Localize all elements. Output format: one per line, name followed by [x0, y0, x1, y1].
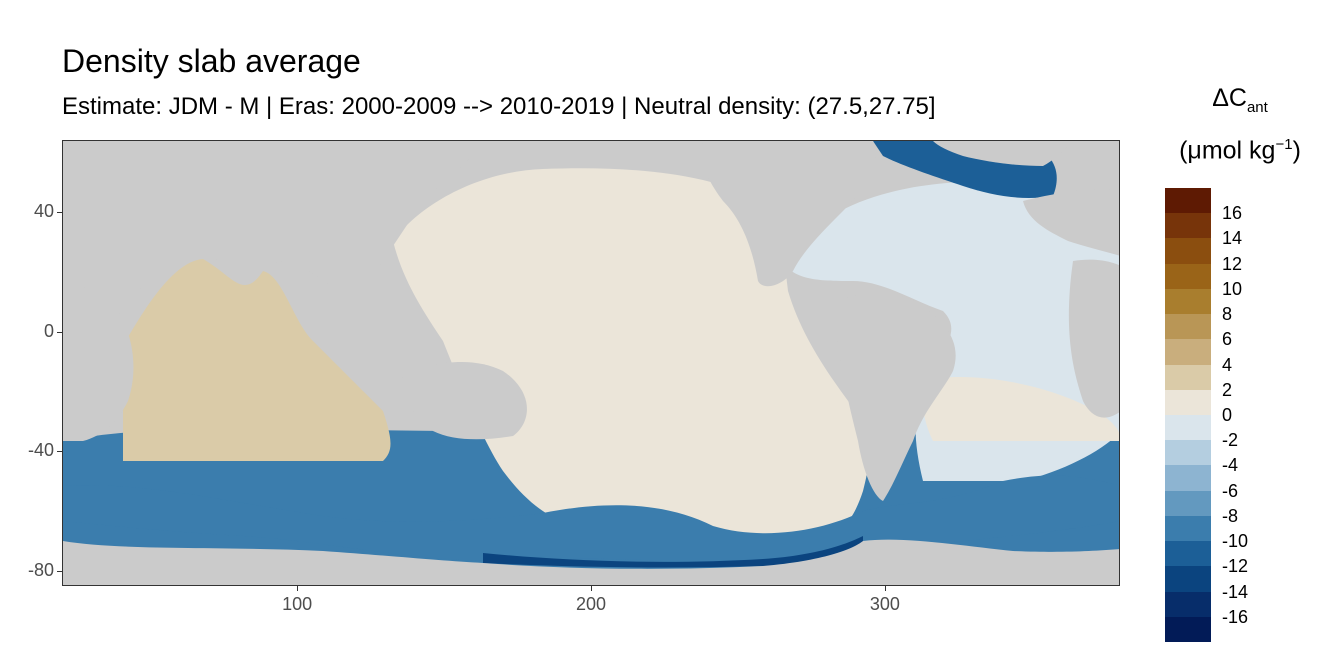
legend-break-label: 8 [1222, 304, 1233, 325]
legend-color-cell [1165, 465, 1211, 491]
legend-break-label: 12 [1222, 253, 1243, 274]
legend-color-cell [1165, 566, 1211, 592]
x-tick-mark [884, 586, 886, 591]
chart-title: Density slab average [62, 43, 361, 79]
land-europe [1023, 189, 1119, 256]
map-panel [62, 140, 1120, 586]
y-tick-mark [57, 451, 62, 453]
land-greenland [933, 141, 1073, 166]
map-svg [63, 141, 1119, 585]
legend-break-label: -8 [1222, 505, 1239, 526]
legend-break-label: 2 [1222, 379, 1233, 400]
legend-break-label: -10 [1222, 531, 1249, 552]
legend-color-cell [1165, 188, 1211, 214]
legend-break-label: 10 [1222, 278, 1243, 299]
land-antarctica [63, 539, 1119, 585]
chart-subtitle: Estimate: JDM - M | Eras: 2000-2009 --> … [62, 93, 936, 120]
y-tick-label: -40 [27, 440, 54, 461]
legend-break-label: -12 [1222, 556, 1249, 577]
y-tick-label: -80 [27, 560, 54, 581]
region-indian [123, 259, 391, 461]
legend-title: ΔCant [1212, 84, 1268, 116]
y-tick-mark [57, 211, 62, 213]
legend-color-cell [1165, 238, 1211, 264]
land-africa-east [1068, 259, 1119, 418]
y-tick-mark [57, 571, 62, 573]
region-southern-core [63, 475, 1119, 561]
legend-unit: (μmol kg−1) [1179, 136, 1301, 165]
legend-break-label: 4 [1222, 354, 1233, 375]
land-north-america [701, 141, 876, 287]
legend-colorbar [1165, 188, 1211, 642]
land-australia [402, 361, 527, 440]
legend-color-cell [1165, 440, 1211, 466]
y-tick-mark [57, 331, 62, 333]
region-pacific [393, 168, 869, 537]
legend-break-label: -4 [1222, 455, 1239, 476]
x-tick-mark [591, 586, 592, 591]
x-tick-mark [297, 586, 299, 591]
legend-color-cell [1165, 616, 1211, 642]
legend-color-cell [1165, 591, 1211, 617]
land-asia [63, 141, 483, 341]
legend-break-label: -6 [1222, 480, 1239, 501]
legend-break-label: 0 [1222, 405, 1233, 425]
legend-break-label: -16 [1222, 606, 1249, 627]
legend-break-label: -14 [1222, 581, 1249, 602]
x-tick-label: 300 [869, 594, 900, 614]
y-tick-label: 0 [43, 320, 54, 341]
x-tick-label: 100 [282, 594, 313, 614]
legend-color-cell [1165, 314, 1211, 340]
legend-color-cell [1165, 339, 1211, 365]
legend-break-label: 16 [1222, 203, 1243, 224]
region-south-atlantic [922, 377, 1119, 441]
region-antarctic-coast [483, 536, 863, 568]
legend-color-cell [1165, 490, 1211, 516]
land-africa [63, 287, 134, 441]
legend-color-cell [1165, 541, 1211, 567]
legend-color-cell [1165, 213, 1211, 239]
legend-break-label: 14 [1222, 228, 1243, 249]
legend-color-cell [1165, 414, 1211, 441]
legend-break-label: -2 [1222, 430, 1239, 451]
legend-color-cell [1165, 515, 1211, 542]
land-south-america [833, 294, 956, 501]
legend-color-cell [1165, 389, 1211, 415]
legend-color-cell [1165, 364, 1211, 390]
legend-color-cell [1165, 263, 1211, 289]
y-tick-label: 40 [33, 200, 54, 221]
x-tick-label: 200 [575, 594, 607, 614]
legend-color-cell [1165, 288, 1211, 315]
legend-break-label: 6 [1222, 329, 1233, 350]
